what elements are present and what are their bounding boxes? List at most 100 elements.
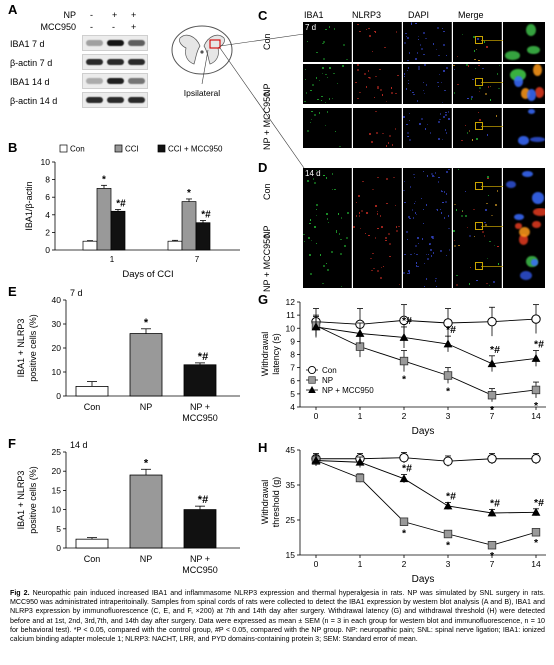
fluorescence-dot	[408, 112, 411, 115]
data-point	[443, 318, 453, 328]
fluorescence-dot	[372, 188, 374, 191]
fluorescence-dot	[413, 176, 416, 179]
fluorescence-dot	[395, 31, 398, 33]
fluorescence-dot	[474, 58, 476, 61]
fluorescence-dot	[415, 58, 417, 60]
fluorescence-dot	[440, 212, 443, 214]
inset-connector	[481, 186, 503, 187]
fluorescence-dot	[408, 119, 411, 122]
fluorescence-dot	[326, 213, 328, 215]
fluorescence-dot	[318, 79, 321, 82]
fluorescence-dot	[473, 208, 475, 211]
fluorescence-dot	[467, 97, 469, 100]
y-tick-label: 0	[56, 543, 61, 553]
bar	[75, 538, 109, 549]
fluorescence-dot	[329, 67, 331, 69]
fluorescence-dot	[355, 201, 358, 204]
fluorescence-dot	[423, 32, 425, 34]
fluorescence-dot	[486, 134, 489, 136]
fluorescence-dot	[498, 87, 500, 90]
fluorescence-dot	[441, 101, 444, 104]
fluorescence-dot	[357, 97, 359, 100]
col-header-iba1: IBA1	[304, 10, 324, 20]
fluorescence-dot	[445, 114, 447, 116]
fluorescence-dot	[406, 238, 409, 241]
fluorescence-dot	[426, 175, 429, 177]
significance-mark: *	[446, 385, 451, 397]
fluorescence-dot	[325, 262, 328, 265]
fluorescence-dot	[461, 33, 464, 36]
y-tick-label: 2	[45, 227, 50, 237]
fluorescence-dot	[309, 219, 312, 221]
fluorescence-dot	[478, 90, 481, 93]
x-tick-label: 3	[446, 411, 451, 421]
blot-band	[128, 97, 145, 103]
cell-blob	[527, 89, 536, 101]
fluorescence-dot	[432, 43, 435, 45]
fluorescence-dot	[495, 115, 498, 117]
fluorescence-dot	[426, 123, 429, 126]
fluorescence-dot	[457, 168, 460, 171]
fluorescence-dot	[408, 270, 410, 272]
cell-blob	[513, 75, 523, 87]
legend-marker	[307, 365, 317, 375]
fluorescence-dot	[393, 176, 395, 179]
fluorescence-dot	[310, 89, 312, 92]
fluorescence-dot	[407, 79, 410, 82]
y-tick-label: 15	[52, 485, 62, 495]
y-tick-label: 4	[45, 210, 50, 220]
x-tick-label: 2	[402, 411, 407, 421]
spinal-cord-schematic: Ipsilateral	[171, 25, 233, 98]
fluorescence-dot	[493, 281, 495, 283]
fluorescence-dot	[357, 69, 359, 71]
y-tick-label: 10	[52, 505, 62, 515]
legend-label: Con	[70, 145, 85, 154]
fluorescence-dot	[416, 100, 419, 102]
fluorescence-dot	[315, 77, 318, 79]
fluorescence-dot	[496, 73, 499, 75]
fluorescence-image	[403, 64, 452, 104]
fluorescence-dot	[473, 235, 476, 238]
fluorescence-dot	[410, 22, 413, 24]
fluorescence-dot	[358, 195, 360, 197]
data-point	[311, 455, 321, 464]
fluorescence-dot	[405, 35, 408, 38]
fluorescence-dot	[417, 237, 419, 239]
fluorescence-dot	[498, 64, 501, 67]
cell-blob	[534, 86, 544, 99]
fluorescence-dot	[487, 194, 490, 197]
row-label-npmcc-14d: NP + MCC950	[262, 233, 272, 292]
data-point	[355, 473, 365, 483]
cell-blob	[505, 180, 517, 189]
fluorescence-dot	[417, 38, 420, 41]
fluorescence-dot	[365, 28, 368, 31]
y-axis-label: positive cells (%)	[28, 466, 38, 534]
fluorescence-dot	[479, 87, 481, 89]
if-timepoint-14d: 14 d	[305, 169, 321, 178]
fluorescence-dot	[406, 123, 408, 126]
fluorescence-dot	[433, 175, 436, 178]
y-tick-label: 10	[286, 323, 296, 333]
fluorescence-dot	[478, 59, 480, 62]
fluorescence-dot	[377, 87, 379, 89]
legend-marker	[308, 386, 316, 393]
blot-band	[107, 78, 124, 84]
data-point	[531, 353, 541, 362]
fluorescence-dot	[439, 208, 442, 211]
fluorescence-image	[453, 64, 502, 104]
blot-strip	[82, 54, 148, 70]
fluorescence-dot	[375, 110, 377, 113]
panel-letter-g: G	[258, 292, 269, 307]
fluorescence-dot	[423, 262, 426, 265]
cell-blob	[505, 51, 520, 60]
data-point	[399, 453, 409, 463]
fluorescence-dot	[435, 285, 438, 288]
series-line	[316, 457, 536, 462]
fluorescence-dot	[411, 209, 414, 211]
if-timepoint-7d: 7 d	[305, 23, 317, 32]
fluorescence-dot	[391, 144, 394, 146]
fluorescence-dot	[491, 214, 493, 217]
fluorescence-dot	[434, 280, 437, 282]
fluorescence-dot	[412, 217, 415, 219]
legend-marker	[308, 376, 316, 384]
